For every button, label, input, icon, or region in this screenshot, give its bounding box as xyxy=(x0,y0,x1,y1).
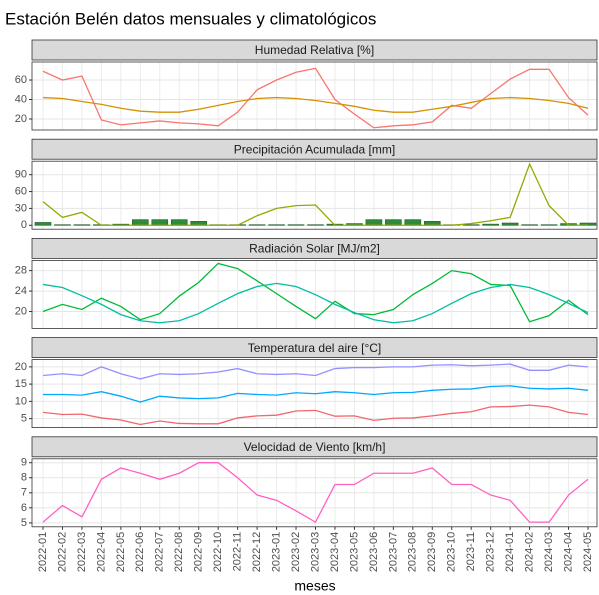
strip xyxy=(31,237,598,259)
x-tick-label: 2023-03 xyxy=(309,532,321,572)
bar xyxy=(462,224,480,226)
y-tick-label: 5 xyxy=(21,413,27,425)
strip xyxy=(31,337,598,359)
bar xyxy=(170,219,188,226)
bar xyxy=(482,223,499,226)
x-tick-label: 2022-08 xyxy=(173,532,185,572)
y-tick-label: 5 xyxy=(21,517,27,529)
x-tick-label: 2023-06 xyxy=(368,532,380,572)
y-tick-label: 30 xyxy=(15,202,27,214)
x-tick-label: 2024-05 xyxy=(582,532,594,572)
x-tick-label: 2024-01 xyxy=(504,532,516,572)
strip xyxy=(31,138,598,160)
bar xyxy=(385,219,402,226)
y-tick-label: 7 xyxy=(21,487,27,499)
panel-border xyxy=(31,259,598,329)
x-tick-label: 2024-04 xyxy=(562,532,574,572)
panel-border xyxy=(31,61,598,131)
bar xyxy=(248,224,266,226)
x-tick-label: 2024-02 xyxy=(524,532,536,572)
x-tick-label: 2023-10 xyxy=(446,532,458,572)
panel-title: Radiación Solar [MJ/m2] xyxy=(249,242,380,256)
panel-border xyxy=(31,458,598,528)
line xyxy=(42,96,589,113)
line xyxy=(43,385,589,403)
strip xyxy=(31,39,598,61)
y-tick-label: 10 xyxy=(15,395,27,407)
x-tick-label: 2023-08 xyxy=(407,532,419,572)
bar xyxy=(540,224,558,226)
y-tick-label: 15 xyxy=(15,378,27,390)
y-tick-label: 20 xyxy=(15,113,27,125)
x-tick-label: 2023-05 xyxy=(348,532,360,572)
bar xyxy=(73,224,91,226)
bar xyxy=(307,224,324,226)
x-tick-label: 2022-11 xyxy=(232,532,244,572)
bar xyxy=(404,219,422,226)
line xyxy=(42,462,589,524)
x-tick-label: 2022-07 xyxy=(154,532,166,572)
panel-title: Velocidad de Viento [km/h] xyxy=(244,440,386,454)
bar xyxy=(501,222,519,226)
line xyxy=(42,162,588,226)
x-tick-label: 2022-01 xyxy=(37,532,49,572)
x-axis-label: meses xyxy=(294,578,335,594)
line xyxy=(42,282,589,324)
bar xyxy=(54,224,71,226)
y-tick-label: 40 xyxy=(15,93,27,105)
bar xyxy=(34,222,52,226)
bar xyxy=(268,224,285,226)
y-tick-label: 60 xyxy=(15,185,27,197)
x-tick-label: 2022-03 xyxy=(76,532,88,572)
y-tick-label: 20 xyxy=(15,361,27,373)
panel-background xyxy=(32,62,597,130)
x-tick-label: 2023-02 xyxy=(290,532,302,572)
bar xyxy=(365,219,383,226)
panel-background xyxy=(32,161,597,230)
y-tick-label: 90 xyxy=(15,169,27,181)
panel-title: Temperatura del aire [°C] xyxy=(248,341,382,355)
line xyxy=(42,404,589,426)
x-tick-label: 2022-06 xyxy=(134,532,146,572)
y-tick-label: 9 xyxy=(21,457,27,469)
x-tick-label: 2023-11 xyxy=(465,532,477,572)
chart-title: Estación Belén datos mensuales y climato… xyxy=(5,9,376,28)
x-tick-label: 2023-01 xyxy=(270,532,282,572)
bar xyxy=(287,224,305,226)
x-tick-label: 2022-10 xyxy=(212,532,224,572)
y-tick-label: 8 xyxy=(21,472,27,484)
x-tick-label: 2022-02 xyxy=(56,532,68,572)
panel-border xyxy=(31,160,598,230)
x-tick-label: 2022-05 xyxy=(115,532,127,572)
x-tick-label: 2024-03 xyxy=(543,532,555,572)
y-tick-label: 60 xyxy=(15,74,27,86)
y-tick-label: 20 xyxy=(15,305,27,317)
y-tick-label: 6 xyxy=(21,502,27,514)
bar xyxy=(521,224,538,226)
line xyxy=(42,363,589,380)
x-tick-label: 2023-07 xyxy=(387,532,399,572)
panel-title: Humedad Relativa [%] xyxy=(255,43,374,57)
x-tick-label: 2022-04 xyxy=(95,532,107,572)
y-tick-label: 0 xyxy=(21,219,27,231)
bar xyxy=(132,219,149,226)
y-tick-label: 28 xyxy=(15,265,27,277)
line xyxy=(42,67,589,129)
bar xyxy=(151,219,169,226)
line xyxy=(42,262,589,323)
strip xyxy=(31,436,598,458)
panel-title: Precipitación Acumulada [mm] xyxy=(234,142,395,156)
x-tick-label: 2023-09 xyxy=(426,532,438,572)
x-tick-label: 2023-04 xyxy=(329,532,341,572)
x-tick-label: 2023-12 xyxy=(485,532,497,572)
x-tick-label: 2022-09 xyxy=(193,532,205,572)
panel-border xyxy=(31,359,598,429)
y-tick-label: 24 xyxy=(15,285,27,297)
x-tick-label: 2022-12 xyxy=(251,532,263,572)
